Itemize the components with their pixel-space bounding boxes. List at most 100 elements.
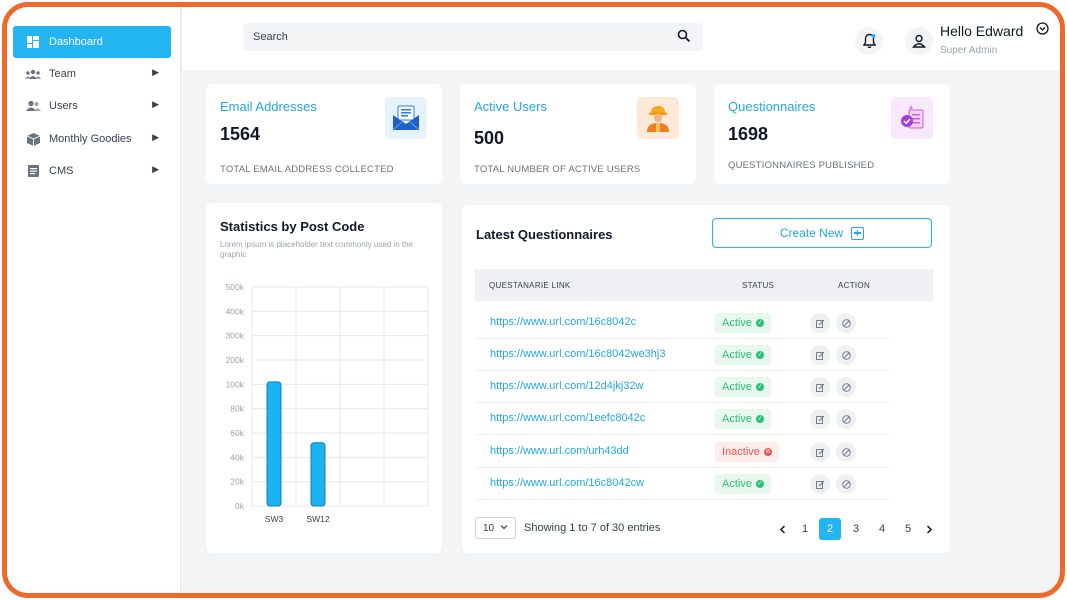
- sidebar-item-label: CMS: [49, 165, 74, 177]
- search-placeholder: Search: [253, 31, 288, 43]
- create-new-label: Create New: [779, 226, 844, 240]
- questionnaire-link[interactable]: https://www.url.com/12d4jkj32w: [490, 380, 644, 392]
- page-button[interactable]: 3: [852, 523, 860, 535]
- chart-title: Statistics by Post Code: [220, 219, 365, 234]
- column-header-status: STATUS: [742, 281, 775, 290]
- disable-button[interactable]: [836, 377, 856, 397]
- y-tick-label: 500k: [226, 282, 245, 292]
- block-icon: [841, 447, 851, 457]
- search-input[interactable]: Search: [243, 23, 703, 51]
- y-tick-label: 60k: [230, 428, 244, 438]
- edit-button[interactable]: [810, 313, 830, 333]
- page-button[interactable]: 4: [878, 523, 886, 535]
- stat-value: 1698: [728, 124, 769, 144]
- page-button[interactable]: 5: [904, 523, 912, 535]
- notification-button[interactable]: [855, 27, 883, 55]
- stat-value: 1564: [220, 124, 261, 144]
- x-tick-label: SW12: [306, 514, 329, 524]
- table-row: https://www.url.com/16c8042c Active ✓: [475, 307, 890, 339]
- search-icon[interactable]: [677, 29, 691, 46]
- edit-button[interactable]: [810, 442, 830, 462]
- edit-button[interactable]: [810, 377, 830, 397]
- stat-subtitle: TOTAL NUMBER OF ACTIVE USERS: [474, 164, 641, 175]
- bar-sw3: [266, 381, 282, 507]
- status-badge: Active ✓: [715, 474, 771, 494]
- disable-button[interactable]: [836, 313, 856, 333]
- block-icon: [841, 414, 851, 424]
- sidebar-item-label: Dashboard: [49, 36, 103, 48]
- prev-page-button[interactable]: [772, 518, 794, 540]
- disable-button[interactable]: [836, 345, 856, 365]
- page-button-current[interactable]: 2: [819, 518, 841, 540]
- table-row: https://www.url.com/12d4jkj32w Active ✓: [475, 371, 890, 403]
- greeting: Hello Edward: [940, 23, 1024, 39]
- questionnaire-link[interactable]: https://www.url.com/16c8042cw: [490, 477, 645, 489]
- y-tick-label: 20k: [230, 477, 244, 487]
- per-page-select[interactable]: 10: [475, 517, 516, 539]
- questionnaire-link[interactable]: https://www.url.com/1eefc8042c: [490, 412, 646, 424]
- status-text: Active: [722, 381, 752, 393]
- questionnaire-link[interactable]: https://www.url.com/16c8042c: [490, 316, 637, 328]
- edit-button[interactable]: [810, 409, 830, 429]
- entries-info: Showing 1 to 7 of 30 entries: [524, 522, 661, 534]
- sidebar-item-team[interactable]: Team ▶: [13, 58, 171, 90]
- box-icon: [25, 131, 41, 147]
- chart-card: Statistics by Post Code Lorem ipsum is p…: [206, 203, 442, 553]
- status-badge: Active ✓: [715, 313, 771, 333]
- questionnaire-link[interactable]: https://www.url.com/urh43dd: [490, 445, 629, 457]
- questionnaire-icon: [891, 97, 933, 139]
- sidebar-item-monthly-goodies[interactable]: Monthly Goodies ▶: [13, 123, 171, 155]
- edit-icon: [815, 448, 824, 457]
- chevron-down-icon[interactable]: [1036, 22, 1049, 40]
- stat-card-questionnaires: Questionnaires 1698 QUESTIONNAIRES PUBLI…: [714, 84, 950, 184]
- block-icon: [841, 318, 851, 328]
- plus-icon: [851, 226, 865, 240]
- create-new-button[interactable]: Create New: [712, 218, 932, 248]
- stat-subtitle: QUESTIONNAIRES PUBLISHED: [728, 160, 875, 171]
- edit-icon: [815, 480, 824, 489]
- table-row: https://www.url.com/1eefc8042c Active ✓: [475, 403, 890, 435]
- sidebar-item-cms[interactable]: CMS ▶: [13, 155, 171, 187]
- avatar[interactable]: [905, 27, 933, 55]
- disable-button[interactable]: [836, 409, 856, 429]
- bar-sw12: [310, 442, 326, 507]
- status-text: Active: [722, 478, 752, 490]
- edit-button[interactable]: [810, 345, 830, 365]
- envelope-icon: [385, 97, 427, 139]
- table-title: Latest Questionnaires: [476, 227, 613, 242]
- chevron-down-icon: [500, 523, 508, 534]
- sidebar-item-users[interactable]: Users ▶: [13, 90, 171, 122]
- status-text: Inactive: [722, 446, 760, 458]
- y-tick-label: 80k: [230, 404, 244, 414]
- block-icon: ⊘: [763, 448, 772, 456]
- bell-icon: [862, 33, 876, 49]
- disable-button[interactable]: [836, 442, 856, 462]
- status-text: Active: [722, 317, 752, 329]
- edit-icon: [815, 383, 824, 392]
- sidebar-item-dashboard[interactable]: Dashboard: [13, 26, 171, 58]
- status-text: Active: [722, 349, 752, 361]
- check-icon: ✓: [755, 480, 764, 488]
- chevron-right-icon: [926, 524, 933, 534]
- users-icon: [25, 98, 41, 114]
- check-icon: ✓: [755, 319, 764, 327]
- status-text: Active: [722, 413, 752, 425]
- disable-button[interactable]: [836, 474, 856, 494]
- column-header-link: QUESTANARIE LINK: [489, 281, 571, 290]
- status-badge: Active ✓: [715, 409, 771, 429]
- dashboard-icon: [25, 34, 41, 50]
- worker-icon: [637, 97, 679, 139]
- next-page-button[interactable]: [918, 518, 940, 540]
- table-row: https://www.url.com/urh43dd Inactive ⊘: [475, 436, 890, 468]
- sidebar: Dashboard Team ▶ Users ▶ Monthly Goodies…: [7, 7, 181, 593]
- chevron-right-icon: ▶: [152, 164, 159, 174]
- table-row: https://www.url.com/16c8042cw Active ✓: [475, 468, 890, 500]
- x-tick-label: SW3: [265, 514, 284, 524]
- page-button[interactable]: 1: [801, 523, 809, 535]
- edit-button[interactable]: [810, 474, 830, 494]
- check-icon: ✓: [755, 351, 764, 359]
- chevron-right-icon: ▶: [152, 132, 159, 142]
- user-icon: [912, 34, 926, 48]
- questionnaire-link[interactable]: https://www.url.com/16c8042we3hj3: [490, 348, 666, 360]
